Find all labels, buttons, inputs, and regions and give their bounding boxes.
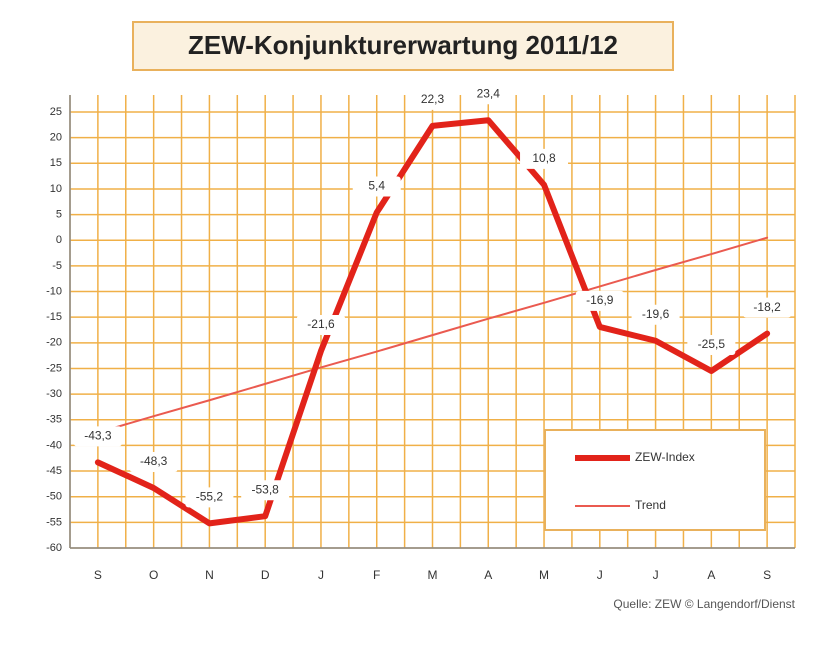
y-tick-label: -45 — [46, 465, 62, 477]
x-tick-label: A — [707, 568, 715, 582]
y-tick-label: -15 — [46, 311, 62, 323]
chart-title: ZEW-Konjunkturerwartung 2011/12 — [188, 30, 618, 60]
x-tick-label: O — [149, 568, 158, 582]
y-tick-label: 25 — [50, 106, 62, 118]
title-box — [132, 21, 674, 71]
data-label: -21,6 — [307, 317, 335, 331]
data-label: -43,3 — [84, 429, 112, 443]
legend-label: Trend — [635, 498, 666, 512]
label-box — [520, 148, 569, 169]
index-line — [94, 117, 771, 527]
y-tick-label: -30 — [46, 388, 62, 400]
y-tick-label: 15 — [50, 157, 62, 169]
x-tick-label: M — [539, 568, 549, 582]
x-tick-label: A — [484, 568, 492, 582]
data-label: 23,4 — [477, 86, 501, 100]
y-tick-label: 0 — [56, 234, 62, 246]
label-box — [241, 480, 290, 501]
data-label: 5,4 — [368, 179, 385, 193]
x-tick-label: D — [261, 568, 270, 582]
x-tick-label: J — [597, 568, 603, 582]
x-tick-label: N — [205, 568, 214, 582]
y-tick-label: -40 — [46, 439, 62, 451]
y-tick-label: -25 — [46, 362, 62, 374]
x-tick-label: J — [318, 568, 324, 582]
label-box — [575, 290, 624, 311]
data-label: 22,3 — [421, 92, 445, 106]
data-label: -53,8 — [252, 482, 280, 496]
y-tick-label: 10 — [50, 183, 62, 195]
label-box — [687, 335, 736, 356]
data-label: -55,2 — [196, 490, 224, 504]
label-box — [464, 84, 513, 105]
y-tick-label: -55 — [46, 516, 62, 528]
data-label: 10,8 — [532, 151, 556, 165]
label-box — [129, 451, 178, 472]
x-tick-label: S — [94, 568, 102, 582]
source: Quelle: ZEW © Langendorf/Dienst — [613, 597, 795, 611]
y-tick-label: -20 — [46, 337, 62, 349]
legend-box — [544, 429, 766, 531]
x-tick-label: M — [428, 568, 438, 582]
label-box — [408, 89, 457, 110]
data-label: -16,9 — [586, 293, 614, 307]
x-tick-label: J — [653, 568, 659, 582]
x-tick-label: S — [763, 568, 771, 582]
label-box — [185, 487, 234, 508]
data-label: -19,6 — [642, 307, 670, 321]
y-tick-label: 5 — [56, 208, 62, 220]
x-tick-label: F — [373, 568, 380, 582]
label-box — [352, 176, 401, 197]
y-tick-label: 20 — [50, 132, 62, 144]
y-tick-label: -60 — [46, 542, 62, 554]
trend-line — [96, 236, 769, 434]
label-box — [743, 297, 792, 318]
label-box — [631, 304, 680, 325]
label-box — [73, 426, 122, 447]
y-tick-label: -5 — [52, 260, 62, 272]
legend-label: ZEW-Index — [635, 450, 695, 464]
data-label: -25,5 — [698, 337, 726, 351]
data-label: -48,3 — [140, 454, 168, 468]
y-tick-label: -35 — [46, 414, 62, 426]
y-tick-label: -50 — [46, 491, 62, 503]
data-label: -18,2 — [753, 300, 781, 314]
label-box — [296, 315, 345, 336]
y-tick-label: -10 — [46, 285, 62, 297]
